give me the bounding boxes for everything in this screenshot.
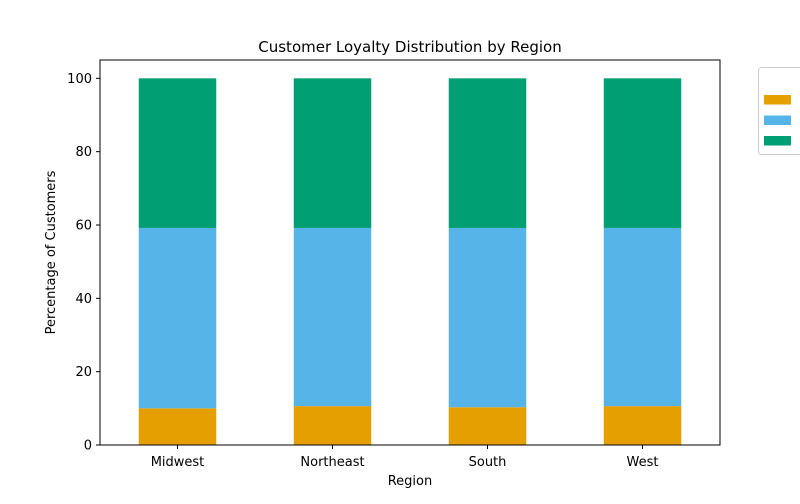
bar-segment-series1-northeast [294, 228, 372, 406]
bar-segment-series2-northeast [294, 78, 372, 228]
bar-segment-series2-west [604, 78, 682, 228]
x-tick-label-south: South [469, 455, 507, 470]
legend-swatch-series2 [764, 136, 791, 146]
x-axis-label: Region [388, 474, 433, 489]
x-tick-label-northeast: Northeast [300, 455, 364, 470]
chart-title: Customer Loyalty Distribution by Region [258, 38, 561, 56]
bars-layer [139, 78, 682, 445]
bar-segment-series1-west [604, 228, 682, 406]
y-tick-label: 80 [75, 145, 92, 160]
x-tick-label-west: West [627, 455, 659, 470]
bar-segment-series0-west [604, 406, 682, 445]
y-tick-label: 0 [84, 439, 92, 454]
bar-segment-series0-south [449, 407, 527, 445]
bar-segment-series1-midwest [139, 228, 217, 408]
y-tick-label: 40 [75, 292, 92, 307]
bar-segment-series2-south [449, 78, 527, 228]
bar-segment-series1-south [449, 228, 527, 407]
legend[interactable] [759, 68, 800, 155]
legend-swatch-series1 [764, 116, 791, 126]
y-tick-label: 100 [67, 72, 92, 87]
y-tick-label: 20 [75, 365, 92, 380]
legend-swatch-series0 [764, 95, 791, 105]
bar-segment-series2-midwest [139, 78, 217, 228]
y-axis-label: Percentage of Customers [44, 170, 59, 334]
bar-segment-series0-northeast [294, 406, 372, 445]
x-tick-label-midwest: Midwest [151, 455, 205, 470]
bar-segment-series0-midwest [139, 408, 217, 445]
y-tick-label: 60 [75, 219, 92, 234]
